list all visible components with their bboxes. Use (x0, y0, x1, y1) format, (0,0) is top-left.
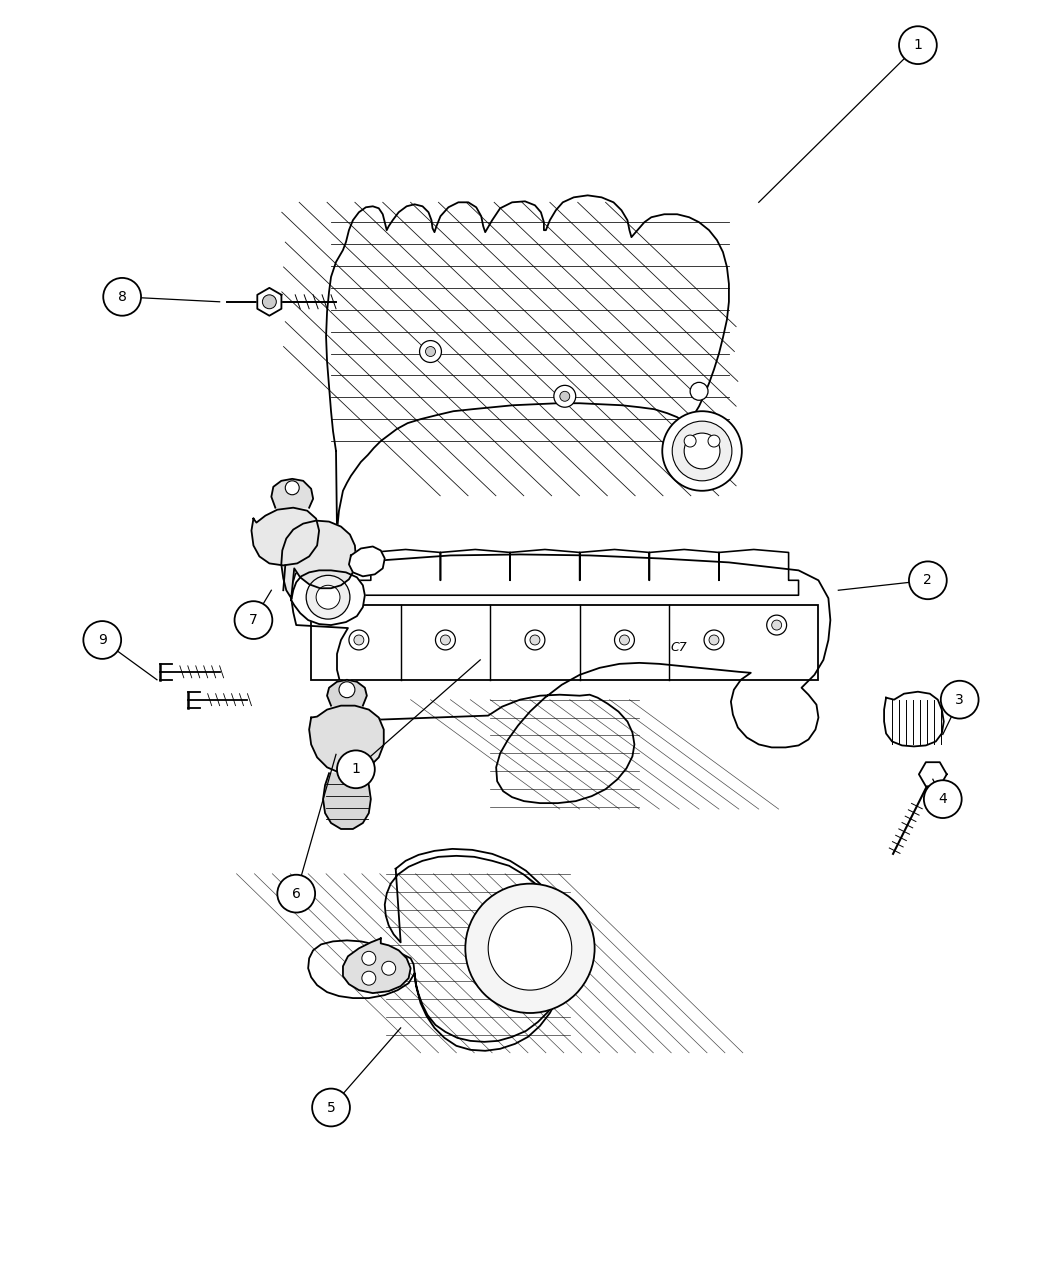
Polygon shape (919, 762, 947, 787)
Circle shape (560, 391, 570, 402)
Text: 8: 8 (118, 289, 127, 303)
Polygon shape (251, 507, 319, 565)
Bar (311, 606, 818, 680)
Circle shape (553, 385, 575, 407)
Circle shape (525, 630, 545, 650)
Polygon shape (271, 479, 313, 507)
Circle shape (382, 961, 396, 975)
Circle shape (234, 602, 272, 639)
Circle shape (339, 682, 355, 697)
Polygon shape (291, 570, 364, 625)
Text: 3: 3 (956, 692, 964, 706)
Circle shape (663, 412, 742, 491)
Text: 9: 9 (98, 632, 107, 646)
Circle shape (103, 278, 141, 316)
Circle shape (286, 481, 299, 495)
Text: 1: 1 (352, 762, 360, 776)
Circle shape (530, 635, 540, 645)
Circle shape (312, 1089, 350, 1126)
Polygon shape (343, 938, 411, 993)
Circle shape (672, 421, 732, 481)
Circle shape (685, 434, 720, 469)
Text: C7: C7 (671, 641, 688, 654)
Polygon shape (884, 692, 944, 746)
Circle shape (277, 875, 315, 913)
Polygon shape (323, 773, 371, 829)
Text: 7: 7 (249, 613, 258, 627)
Circle shape (690, 382, 708, 400)
Polygon shape (327, 680, 366, 705)
Text: 2: 2 (924, 574, 932, 588)
Polygon shape (309, 705, 383, 773)
Circle shape (440, 635, 450, 645)
Circle shape (316, 585, 340, 609)
Circle shape (620, 635, 629, 645)
Text: 4: 4 (939, 792, 947, 806)
Circle shape (420, 340, 441, 362)
Circle shape (766, 615, 786, 635)
Circle shape (262, 295, 276, 309)
Circle shape (362, 951, 376, 965)
Circle shape (685, 435, 696, 448)
Circle shape (924, 780, 962, 819)
Text: 5: 5 (327, 1100, 335, 1114)
Circle shape (899, 27, 937, 64)
Circle shape (772, 620, 781, 630)
Circle shape (354, 635, 364, 645)
Circle shape (705, 630, 723, 650)
Polygon shape (291, 555, 831, 803)
Circle shape (362, 972, 376, 986)
Polygon shape (327, 195, 729, 530)
Circle shape (941, 681, 979, 719)
Text: 1: 1 (914, 38, 922, 52)
Polygon shape (308, 849, 567, 1051)
Circle shape (465, 884, 594, 1014)
Polygon shape (257, 288, 281, 316)
Circle shape (708, 435, 720, 448)
Circle shape (909, 561, 947, 599)
Circle shape (488, 907, 572, 991)
Circle shape (307, 575, 350, 620)
Text: 6: 6 (292, 886, 300, 900)
Polygon shape (349, 547, 384, 576)
Circle shape (337, 751, 375, 788)
Polygon shape (351, 550, 799, 595)
Circle shape (425, 347, 436, 357)
Circle shape (614, 630, 634, 650)
Circle shape (709, 635, 719, 645)
Circle shape (436, 630, 456, 650)
Circle shape (83, 621, 121, 659)
Circle shape (349, 630, 369, 650)
Polygon shape (281, 520, 356, 598)
